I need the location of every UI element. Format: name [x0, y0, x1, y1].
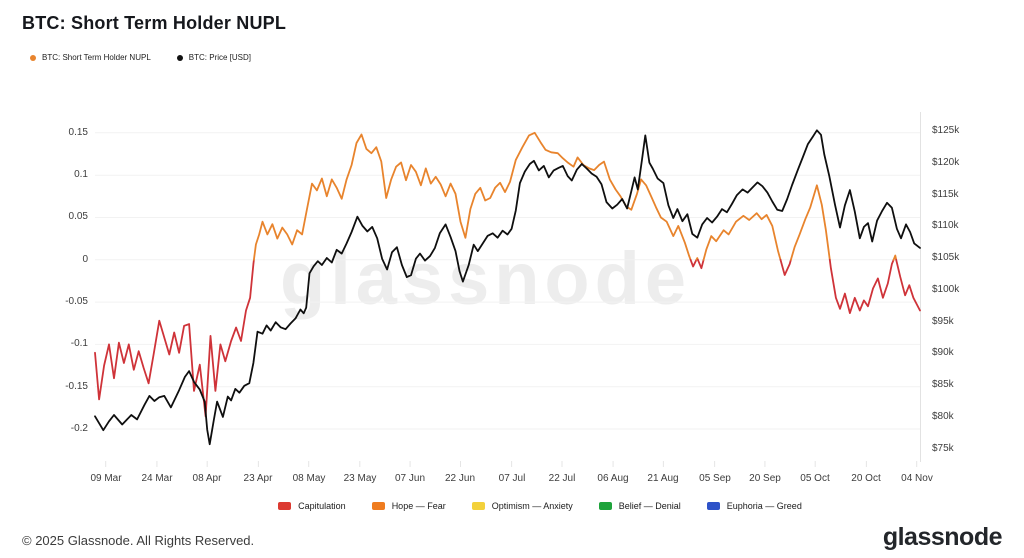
top-legend: BTC: Short Term Holder NUPL BTC: Price [U… — [30, 53, 251, 62]
x-axis-tick-label: 20 Sep — [749, 473, 781, 484]
right-axis-tick-label: $95k — [932, 316, 954, 327]
band-legend-label: Optimism — Anxiety — [491, 501, 573, 511]
band-legend-item: Capitulation — [278, 501, 346, 511]
top-legend-label: BTC: Short Term Holder NUPL — [42, 53, 151, 62]
nupl-line-segment — [697, 258, 705, 270]
x-axis-tick-label: 20 Oct — [851, 473, 881, 484]
nupl-line-segment — [790, 184, 831, 261]
x-axis-tick-label: 06 Aug — [597, 473, 629, 484]
x-axis-tick-label: 07 Jul — [498, 473, 526, 484]
right-axis-tick-label: $115k — [932, 189, 959, 200]
left-axis-tick-label: -0.05 — [65, 296, 88, 307]
nupl-line-segment — [702, 212, 782, 261]
band-legend-item: Optimism — Anxiety — [471, 501, 573, 511]
right-axis-tick-label: $90k — [932, 347, 954, 358]
top-legend-item-nupl[interactable]: BTC: Short Term Holder NUPL — [30, 53, 151, 62]
glassnode-logo[interactable]: glassnode — [882, 523, 1003, 551]
x-axis-tick-label: 24 Mar — [141, 473, 173, 484]
top-legend-item-price[interactable]: BTC: Price [USD] — [176, 53, 252, 62]
band-swatch-icon — [371, 502, 385, 510]
x-axis-tick-label: 05 Oct — [800, 473, 830, 484]
band-legend-item: Belief — Denial — [598, 501, 681, 511]
right-axis-tick-label: $110k — [932, 220, 959, 231]
right-axis-tick-label: $85k — [932, 379, 954, 390]
x-axis-tick-label: 22 Jun — [444, 473, 476, 484]
left-axis-tick-label: 0.1 — [74, 169, 88, 180]
x-axis-tick-label: 08 Apr — [192, 473, 222, 484]
band-swatch-icon — [598, 502, 612, 510]
right-axis-tick-label: $105k — [932, 252, 960, 263]
x-axis-tick-label: 05 Sep — [699, 473, 731, 484]
left-axis-tick-label: -0.2 — [70, 423, 88, 434]
band-legend-label: Belief — Denial — [618, 501, 681, 511]
left-axis-tick-label: -0.15 — [65, 381, 88, 392]
x-axis-tick-label: 04 Nov — [901, 473, 933, 484]
bands-legend: Capitulation Hope — Fear Optimism — Anxiet… — [56, 501, 1024, 511]
series-dot-icon — [30, 54, 36, 61]
band-swatch-icon — [278, 502, 292, 510]
series-dot-icon — [176, 54, 183, 61]
left-axis-tick-label: 0.15 — [68, 127, 88, 138]
band-legend-item: Euphoria — Greed — [706, 501, 802, 511]
nupl-line-segment — [94, 258, 255, 418]
band-legend-label: Hope — Fear — [391, 501, 446, 511]
nupl-line-segment — [689, 258, 698, 268]
nupl-line-segment — [895, 258, 921, 312]
x-axis-tick-label: 22 Jul — [548, 473, 576, 484]
nupl-line-segment — [828, 258, 895, 314]
left-axis-tick-label: -0.1 — [70, 338, 88, 349]
x-axis-tick-label: 23 May — [343, 473, 377, 484]
copyright-text: © 2025 Glassnode. All Rights Reserved. — [22, 533, 255, 548]
left-axis-tick-label: 0 — [82, 254, 88, 265]
right-axis-tick-label: $120k — [932, 157, 960, 168]
right-axis-tick-label: $80k — [932, 411, 954, 422]
right-axis-tick-label: $100k — [932, 284, 960, 295]
x-axis-tick-label: 09 Mar — [90, 473, 122, 484]
band-legend-label: Capitulation — [298, 501, 346, 511]
watermark: glassnode — [280, 237, 691, 320]
nupl-line-segment — [779, 258, 792, 276]
nupl-line-segment — [892, 254, 898, 261]
band-swatch-icon — [471, 502, 485, 510]
x-axis-tick-label: 07 Jun — [394, 473, 426, 484]
band-legend-item: Hope — Fear — [371, 501, 446, 511]
band-legend-label: Euphoria — Greed — [726, 501, 802, 511]
x-axis-tick-label: 23 Apr — [243, 473, 273, 484]
top-legend-label: BTC: Price [USD] — [188, 53, 252, 62]
nupl-line-segment — [253, 131, 692, 261]
x-axis-tick-label: 08 May — [292, 473, 326, 484]
right-axis-tick-label: $125k — [932, 125, 960, 136]
page-title: BTC: Short Term Holder NUPL — [22, 13, 287, 33]
price-line — [94, 129, 921, 446]
right-axis-tick-label: $75k — [932, 443, 954, 454]
left-axis-tick-label: 0.05 — [68, 211, 88, 222]
band-swatch-icon — [706, 502, 720, 510]
x-axis-tick-label: 21 Aug — [647, 473, 679, 484]
